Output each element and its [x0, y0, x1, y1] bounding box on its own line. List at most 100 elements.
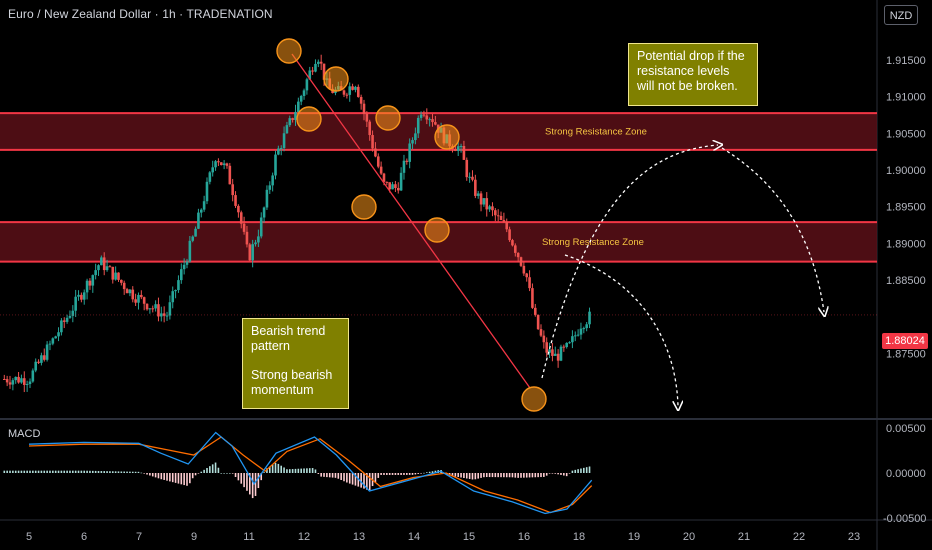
time-tick-label: 13: [353, 531, 365, 543]
candle-body: [11, 380, 15, 385]
candle-body: [479, 193, 483, 205]
candle-body: [31, 370, 35, 382]
candle-body: [8, 382, 12, 385]
currency-button[interactable]: NZD: [884, 5, 918, 25]
candle-body: [539, 329, 543, 336]
macd-histogram-bar: [517, 473, 519, 478]
candle-body: [22, 378, 26, 385]
candle-body: [242, 223, 246, 232]
macd-histogram-bar: [103, 471, 106, 473]
macd-histogram-bar: [157, 473, 160, 479]
macd-histogram-bar: [174, 473, 177, 483]
candle-body: [488, 206, 491, 210]
candle-body: [157, 304, 160, 317]
candle-body: [37, 361, 40, 363]
candle-body: [553, 353, 557, 356]
candle-body: [522, 265, 526, 274]
price-tick-label: 1.89000: [886, 238, 926, 250]
candle-body: [254, 242, 257, 245]
macd-histogram-bar: [320, 473, 322, 477]
time-tick-label: 5: [26, 531, 32, 543]
macd-histogram-bar: [140, 472, 143, 474]
candle-body: [68, 315, 72, 318]
time-tick-label: 18: [573, 531, 585, 543]
note-line: will not be broken.: [637, 79, 738, 93]
candle-body: [288, 118, 292, 126]
candle-body: [28, 381, 32, 385]
macd-histogram-bar: [86, 470, 88, 473]
candle-body: [385, 181, 389, 183]
candle-body: [531, 288, 534, 308]
candle-body: [57, 332, 60, 337]
macd-histogram-bar: [234, 473, 237, 477]
candle-body: [505, 221, 509, 230]
macd-histogram-bar: [66, 470, 68, 473]
note-potential-drop: Potential drop if the resistance levels …: [628, 43, 758, 106]
macd-histogram-bar: [451, 473, 454, 477]
macd-histogram-bar: [14, 470, 17, 473]
macd-histogram-bar: [340, 473, 342, 480]
macd-histogram-bar: [363, 473, 365, 489]
macd-histogram-bar: [528, 473, 531, 478]
macd-histogram-bar: [360, 473, 362, 488]
candle-body: [154, 304, 157, 309]
macd-histogram-bar: [545, 473, 548, 476]
note-line: Strong bearish: [251, 368, 333, 382]
macd-histogram-bar: [543, 473, 545, 477]
projection-arrow-up: [541, 145, 718, 379]
macd-histogram-bar: [400, 473, 402, 475]
candle-body: [88, 280, 92, 286]
macd-histogram-bar: [114, 471, 117, 473]
candle-body: [468, 176, 471, 178]
candle-body: [528, 277, 531, 289]
candle-body: [197, 212, 200, 229]
macd-histogram-bar: [488, 473, 491, 478]
macd-histogram-bar: [29, 470, 31, 473]
candle-body: [20, 378, 23, 383]
macd-histogram-bar: [37, 470, 40, 473]
macd-histogram-bar: [34, 470, 37, 473]
candle-body: [571, 336, 574, 343]
candle-body: [217, 161, 220, 163]
macd-histogram-bar: [46, 470, 48, 473]
macd-signal-line: [28, 436, 593, 514]
macd-histogram-bar: [351, 473, 354, 485]
macd-histogram-bar: [505, 473, 508, 478]
candle-body: [585, 324, 588, 329]
macd-histogram-bar: [274, 462, 277, 473]
macd-histogram-bar: [43, 470, 46, 473]
macd-histogram-bar: [525, 473, 528, 478]
candle-body: [122, 282, 126, 290]
candle-body: [376, 156, 380, 167]
time-tick-label: 16: [518, 531, 530, 543]
candle-body: [305, 79, 309, 91]
price-tick-label: 1.89500: [886, 202, 926, 214]
macd-histogram-bar: [548, 473, 551, 474]
price-tick-label: 1.88500: [886, 275, 926, 287]
macd-histogram-bar: [557, 473, 559, 475]
candle-body: [299, 95, 303, 102]
candle-body: [17, 376, 20, 383]
candle-body: [422, 114, 426, 116]
candlesticks: [2, 54, 591, 393]
candle-body: [405, 160, 409, 162]
macd-histogram-bar: [94, 470, 97, 473]
macd-histogram-bar: [151, 473, 154, 477]
macd-histogram-bar: [374, 473, 377, 482]
candle-body: [579, 328, 583, 335]
macd-histogram-bar: [49, 470, 51, 473]
note-line: momentum: [251, 383, 314, 397]
pivot-circle: [323, 66, 349, 92]
axes: 1.91500 1.91000 1.90500 1.90000 1.89500 1.890…: [26, 55, 927, 543]
macd-histogram-bar: [328, 473, 331, 478]
candle-body: [308, 70, 312, 80]
candle-body: [71, 310, 75, 316]
macd-histogram-bar: [20, 470, 23, 473]
candle-body: [519, 257, 523, 266]
candle-body: [474, 179, 477, 196]
macd-histogram-bar: [474, 473, 477, 480]
macd-histogram-bar: [414, 473, 417, 475]
candle-body: [100, 257, 103, 266]
